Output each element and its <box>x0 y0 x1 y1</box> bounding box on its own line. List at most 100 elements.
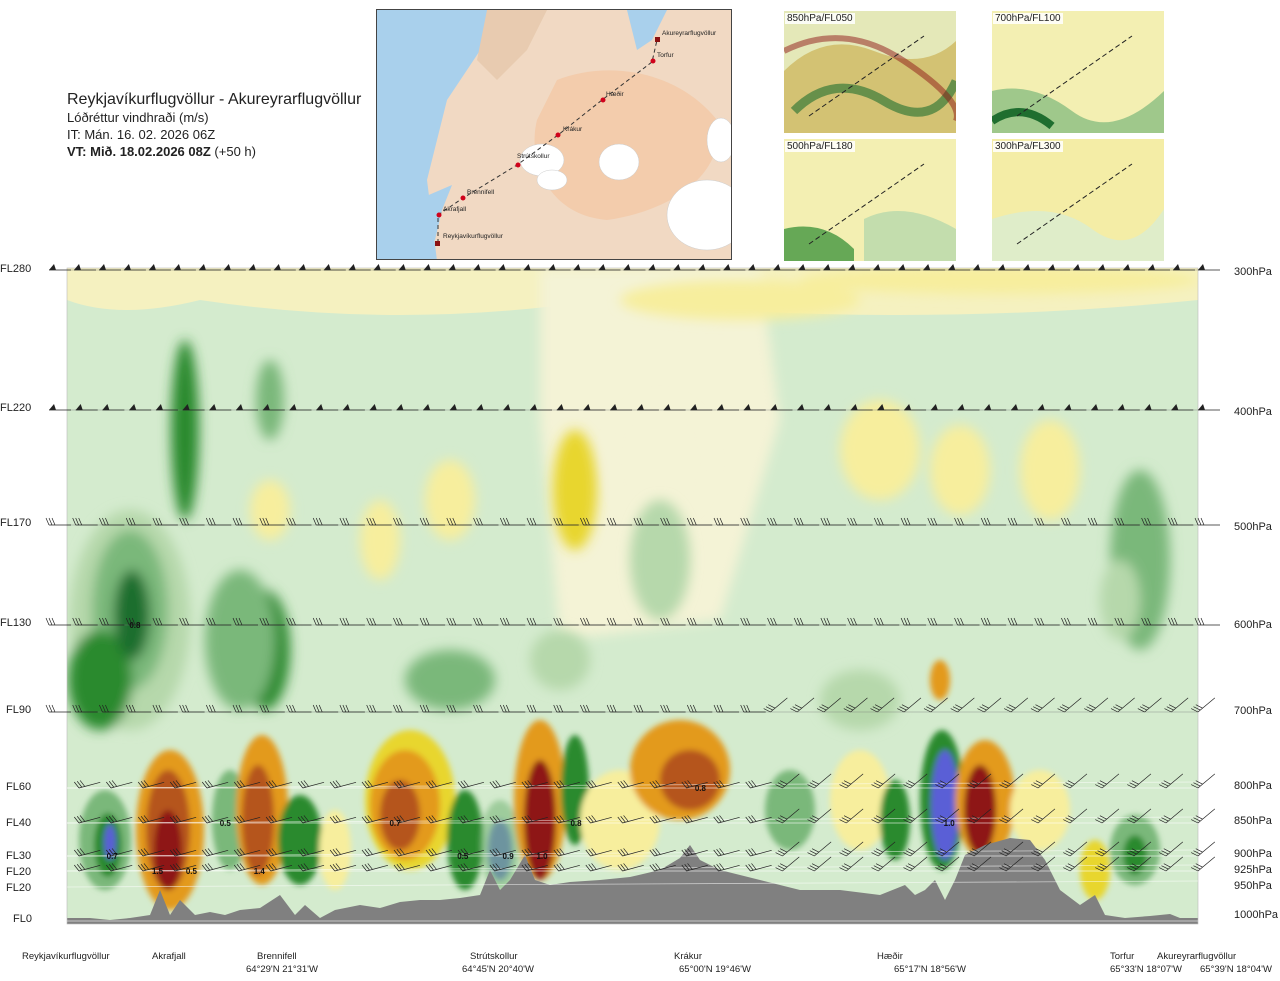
wind-barb <box>489 848 516 857</box>
wind-barb <box>1159 856 1184 872</box>
wind-barb <box>585 863 612 872</box>
wind-barb <box>873 517 900 526</box>
wind-barb <box>182 404 205 411</box>
wind-barb <box>123 264 146 271</box>
wind-barb <box>1095 773 1120 789</box>
fl-label: FL40 <box>6 817 32 829</box>
wind-barb <box>871 841 896 857</box>
wind-barb <box>585 848 612 857</box>
wind-barb <box>99 264 121 271</box>
map-label-haedir: Hæðir <box>606 90 625 98</box>
wind-barb <box>1063 841 1088 857</box>
hpa-label: 1000hPa <box>1234 909 1279 921</box>
wind-barb <box>361 848 389 857</box>
wind-barb <box>740 704 766 713</box>
wind-barb <box>169 815 197 824</box>
wind-barb <box>209 404 232 411</box>
wind-barb <box>903 856 928 872</box>
wind-barb <box>633 517 659 526</box>
wind-barb <box>967 808 992 824</box>
wind-barb <box>526 704 552 713</box>
wind-barb <box>935 808 960 824</box>
wind-barb <box>373 264 396 271</box>
wind-barb <box>329 780 357 789</box>
wind-barb <box>259 517 285 526</box>
wind-barb <box>790 697 815 713</box>
wind-barb <box>1063 773 1088 789</box>
wind-barb <box>489 780 516 789</box>
wind-barb <box>393 704 419 713</box>
route-title: Reykjavíkurflugvöllur - Akureyrarflugvöl… <box>67 91 362 108</box>
value-label: 1.4 <box>254 867 266 876</box>
wind-barb <box>1191 856 1216 872</box>
wind-barb <box>998 264 1021 271</box>
wind-barb <box>999 841 1024 857</box>
wind-barb <box>72 617 98 626</box>
fl-label: FL0 <box>13 913 32 925</box>
wind-barb <box>248 264 271 271</box>
wind-barb <box>45 704 71 713</box>
wind-barb <box>957 404 980 411</box>
wind-barb <box>498 264 521 271</box>
wind-barb <box>393 863 421 872</box>
wind-barb <box>74 863 101 872</box>
wind-barb <box>106 780 133 789</box>
location-name: Akrafjall <box>152 951 186 962</box>
wind-barb <box>1191 773 1216 789</box>
location-coord: 64°29'N 21°31'W <box>246 964 318 975</box>
map-label-krakur: Krákur <box>563 126 583 133</box>
wind-barb <box>1084 697 1109 713</box>
wind-barb <box>361 863 389 872</box>
location-coord: 65°33'N 18°07'W <box>1110 964 1182 975</box>
wind-barb <box>807 773 832 789</box>
wind-barb <box>423 264 446 271</box>
wind-barb <box>425 780 453 789</box>
wind-barb <box>839 808 864 824</box>
wind-barb <box>1198 404 1220 411</box>
wind-barb <box>698 264 721 271</box>
wind-barb <box>850 404 873 411</box>
wind-barb <box>425 815 453 824</box>
wind-barb <box>473 517 499 526</box>
issue-time: IT: Mán. 16. 02. 2026 06Z <box>67 127 216 142</box>
location-coord: 64°45'N 20°40'W <box>462 964 534 975</box>
wind-barb <box>930 404 953 411</box>
wind-barb <box>473 264 496 271</box>
wind-barb <box>446 704 472 713</box>
wind-barb <box>1063 808 1088 824</box>
wind-barb <box>927 617 953 626</box>
wind-barb <box>775 773 800 789</box>
wind-barb <box>871 856 896 872</box>
minimap-850-label: 850hPa/FL050 <box>785 13 855 24</box>
map-label-brennifell: Brennifell <box>467 189 495 196</box>
wind-barb <box>839 773 864 789</box>
wind-barb <box>1127 773 1152 789</box>
wind-barb <box>1159 841 1184 857</box>
wind-barb <box>1061 517 1087 526</box>
wind-barb <box>1191 697 1216 713</box>
wind-barb <box>1141 517 1167 526</box>
wind-barb <box>137 848 165 857</box>
wind-barb <box>660 517 686 526</box>
wind-barb <box>617 815 644 824</box>
wind-barb <box>999 856 1024 872</box>
wind-barb <box>259 617 285 626</box>
wind-barb <box>820 617 846 626</box>
wind-barb <box>900 617 927 626</box>
wind-barb <box>155 404 178 411</box>
wind-barb <box>473 704 499 713</box>
wind-barb <box>1110 697 1135 713</box>
wind-barb <box>259 704 285 713</box>
wind-barb <box>1159 808 1184 824</box>
wind-barb <box>1034 517 1060 526</box>
wind-barb <box>526 617 552 626</box>
map-label-strutskollur: Strútskollur <box>517 153 550 160</box>
wind-barb <box>999 808 1024 824</box>
location-name: Torfur <box>1110 951 1135 962</box>
wind-barb <box>713 815 740 824</box>
value-label: 0.8 <box>695 784 707 793</box>
wind-barb <box>1194 617 1220 626</box>
wind-barb <box>265 848 293 857</box>
wind-barb <box>446 517 472 526</box>
